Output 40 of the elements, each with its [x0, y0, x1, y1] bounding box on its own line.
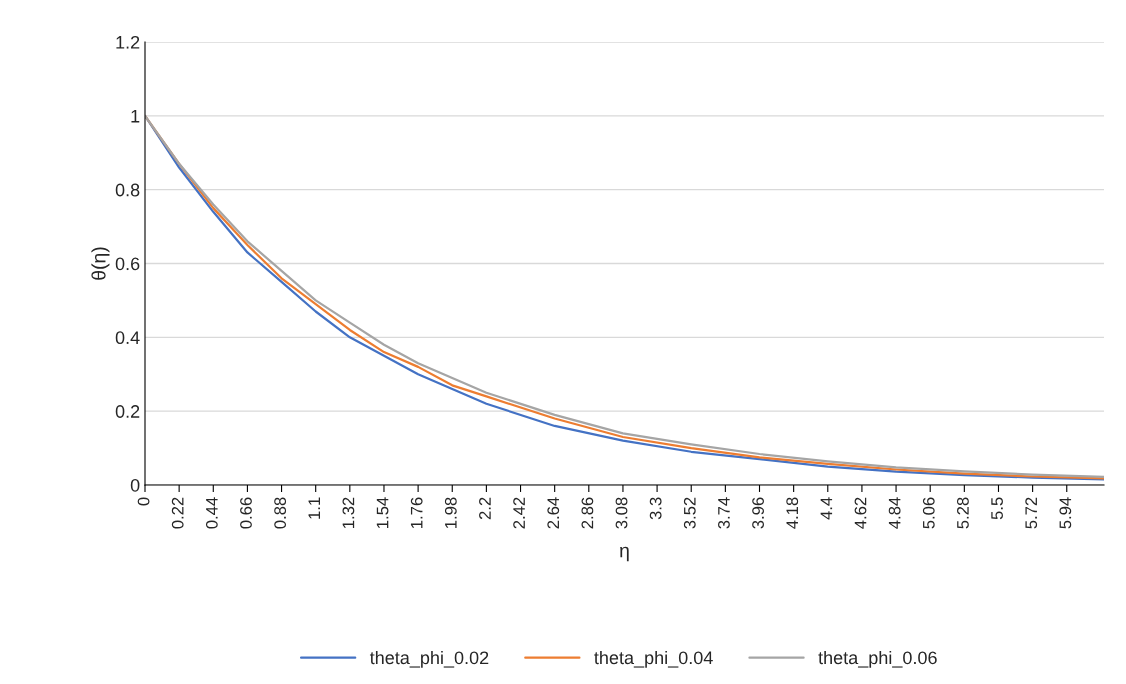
- x-tick-label: 4.84: [888, 497, 901, 529]
- x-tick-label: 2.86: [581, 497, 594, 529]
- x-tick-label: 3.96: [752, 497, 764, 529]
- x-tick-label: 5.72: [1025, 497, 1038, 529]
- x-tick-label: 1.1: [308, 497, 321, 519]
- y-axis-title: θ(η): [91, 247, 110, 280]
- x-tick-label: 1.98: [444, 497, 457, 528]
- x-tick-label: 2.42: [513, 497, 525, 529]
- y-tick-label: 0.8: [115, 183, 140, 197]
- y-tick-label: 0: [130, 478, 140, 492]
- y-tick-label: 0.2: [115, 405, 140, 418]
- y-tick-label: 0.4: [115, 331, 140, 345]
- x-tick-label: 0.22: [171, 497, 184, 529]
- x-tick-label: 3.08: [615, 497, 628, 529]
- x-tick-label: 5.5: [991, 497, 1003, 520]
- x-tick-label: 5.06: [922, 497, 935, 529]
- x-tick-label: 0: [137, 497, 150, 506]
- x-tick-label: 1.32: [342, 497, 355, 528]
- x-tick-label: 4.4: [820, 497, 833, 520]
- y-tick-label: 0.6: [115, 257, 140, 271]
- x-tick-label: 3.3: [649, 497, 662, 520]
- legend-label: theta_phi_0.06: [818, 650, 937, 668]
- legend-label: theta_phi_0.04: [594, 650, 713, 668]
- x-tick-label: 2.2: [479, 497, 491, 520]
- x-tick-label: 2.64: [547, 497, 560, 529]
- x-tick-label: 0.88: [274, 497, 287, 529]
- y-tick-label: 1: [131, 109, 140, 123]
- x-tick-label: 5.28: [957, 497, 969, 529]
- y-tick-label: 1.2: [116, 35, 140, 49]
- x-tick-label: 4.62: [854, 497, 867, 529]
- x-tick-label: 0.66: [240, 497, 252, 529]
- x-tick-label: 4.18: [786, 497, 799, 529]
- x-tick-label: 3.74: [718, 497, 730, 529]
- x-tick-label: 0.44: [205, 497, 218, 529]
- x-tick-label: 3.52: [683, 497, 696, 529]
- x-tick-label: 1.76: [410, 497, 423, 528]
- x-tick-label: 5.94: [1059, 497, 1072, 529]
- legend-label: theta_phi_0.02: [369, 650, 489, 668]
- x-tick-label: 1.54: [376, 497, 389, 528]
- x-axis-title: η: [620, 546, 629, 562]
